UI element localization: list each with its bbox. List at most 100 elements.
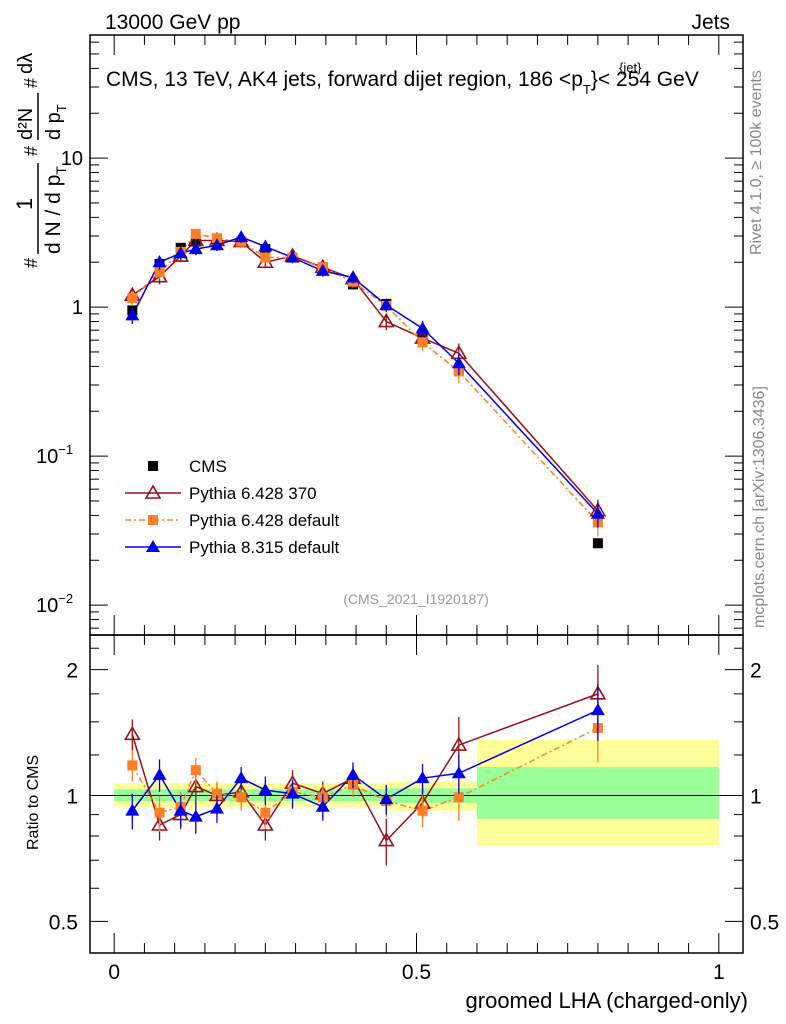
ratio-point-p8 (125, 803, 140, 816)
ratio-point-p6def (453, 792, 464, 803)
main-point-cms (592, 538, 603, 549)
main-y-tick-label: 10 (61, 148, 83, 170)
ratio-point-p8 (346, 767, 361, 780)
main-point-p8 (173, 246, 188, 259)
main-panel: 10−2 10−1 1 10 CMS, 13 TeV, AK4 jets, forwa… (36, 34, 744, 636)
ratio-line-p6def (131, 727, 599, 814)
header-left: 13000 GeV pp (105, 11, 240, 34)
ylabel-lambda: dλ (15, 53, 37, 74)
ratio-y-tick-label-right: 2 (750, 660, 762, 683)
main-point-p8 (415, 321, 430, 334)
ratio-y-tick-label: 0.5 (49, 911, 78, 934)
main-title: CMS, 13 TeV, AK4 jets, forward dijet reg… (106, 68, 699, 97)
side-rivet-text: Rivet 4.1.0, ≥ 100k events (748, 70, 765, 255)
main-point-p8 (346, 270, 361, 283)
ratio-point-p6def (211, 788, 222, 799)
main-y-axis-label: # 1 d N / d pT # d²N d pT # dλ (12, 53, 69, 268)
ratio-point-p370 (256, 816, 274, 831)
ylabel-hash-2: # (21, 146, 41, 156)
ratio-x-tick-label: 0.5 (402, 961, 431, 984)
ratio-series (123, 665, 607, 866)
ratio-x-tick-label: 0 (108, 961, 120, 984)
ratio-y-tick-label-right: 0.5 (750, 911, 779, 934)
ylabel-fraction-den: d N / d pT (42, 166, 69, 254)
x-axis-label: groomed LHA (charged-only) (466, 988, 748, 1013)
main-point-p8 (258, 239, 273, 252)
main-point-p6def (260, 252, 271, 263)
title-sup: {jet} (619, 60, 642, 75)
ratio-band-green (476, 766, 719, 819)
ratio-point-p6def (417, 805, 428, 816)
main-point-p8 (152, 255, 167, 268)
main-y-tick-label: 1 (72, 297, 83, 319)
ratio-x-tick-label: 1 (713, 961, 725, 984)
main-point-p6def (211, 233, 222, 244)
ratio-bands (114, 739, 719, 846)
main-point-p6def (190, 228, 201, 239)
main-line-p6def (131, 233, 599, 523)
ratio-ticks: 0.5 0.5 1 1 2 2 0 0.5 1 (49, 635, 779, 984)
ratio-point-p370 (187, 778, 205, 793)
ratio-point-p8 (234, 771, 249, 784)
ratio-point-p6def (236, 792, 247, 803)
ratio-point-p8 (258, 783, 273, 796)
ratio-point-p370 (377, 832, 395, 847)
ratio-point-p8 (209, 801, 224, 814)
main-y-tick-label: 10−1 (36, 442, 73, 468)
main-point-p8 (379, 298, 394, 311)
main-point-p8 (125, 308, 140, 321)
ratio-point-p8 (173, 803, 188, 816)
ratio-point-p8 (285, 786, 300, 799)
ratio-y-tick-label-right: 1 (750, 785, 762, 808)
ratio-point-p6def (127, 760, 138, 771)
ratio-point-p8 (315, 799, 330, 812)
main-point-p370 (377, 312, 395, 328)
main-point-p8 (285, 250, 300, 263)
ratio-y-tick-label: 1 (66, 785, 78, 808)
ylabel-hash-1: # (21, 258, 41, 268)
ratio-point-p8 (451, 766, 466, 779)
ratio-point-p8 (152, 767, 167, 780)
main-ticks: 10−2 10−1 1 10 (36, 35, 743, 635)
ylabel-deriv-num: d²N (15, 108, 37, 140)
ratio-panel: 0.5 0.5 1 1 2 2 0 0.5 1 Ratio to CMS groomed LHA… (25, 634, 779, 1013)
ratio-point-p8 (415, 771, 430, 784)
ratio-point-p8 (379, 792, 394, 805)
legend-marker-p370 (144, 484, 162, 499)
main-series (123, 228, 607, 549)
ratio-point-p370 (450, 736, 468, 751)
main-y-tick-label: 10−2 (36, 591, 73, 617)
main-point-p8 (315, 263, 330, 276)
ylabel-hash-3: # (21, 78, 41, 88)
ratio-point-p6def (154, 807, 165, 818)
legend: CMS Pythia 6.428 370 Pythia 6.428 default P… (125, 457, 340, 557)
title-tail: }< 254 GeV (591, 68, 699, 91)
main-point-p8 (234, 230, 249, 243)
legend-marker-p6def (148, 515, 158, 525)
ratio-point-p6def (190, 765, 201, 776)
ylabel-deriv-den: d pT (43, 104, 69, 140)
ratio-point-p6def (260, 807, 271, 818)
ratio-y-tick-label: 2 (66, 660, 78, 683)
legend-marker-p8 (146, 540, 160, 552)
legend-marker-cms (148, 461, 158, 471)
legend-label-p6def: Pythia 6.428 default (189, 511, 340, 530)
side-mcplots-text: mcplots.cern.ch [arXiv:1306.3436] (751, 386, 768, 628)
legend-label-p8: Pythia 8.315 default (189, 538, 340, 557)
ratio-point-p8 (590, 703, 605, 716)
ylabel-fraction-num: 1 (12, 198, 37, 210)
main-point-p8 (209, 238, 224, 251)
main-point-p8 (188, 242, 203, 255)
main-point-p6def (417, 337, 428, 348)
header-right: Jets (691, 11, 730, 34)
ratio-y-label: Ratio to CMS (25, 755, 42, 850)
main-point-p6def (127, 293, 138, 304)
main-point-p8 (590, 506, 605, 519)
ratio-point-p8 (188, 809, 203, 822)
main-point-p6def (154, 266, 165, 277)
legend-label-p370: Pythia 6.428 370 (189, 484, 317, 503)
main-watermark: (CMS_2021_I1920187) (343, 591, 489, 607)
ratio-point-p370 (123, 725, 141, 741)
main-point-p8 (451, 356, 466, 369)
